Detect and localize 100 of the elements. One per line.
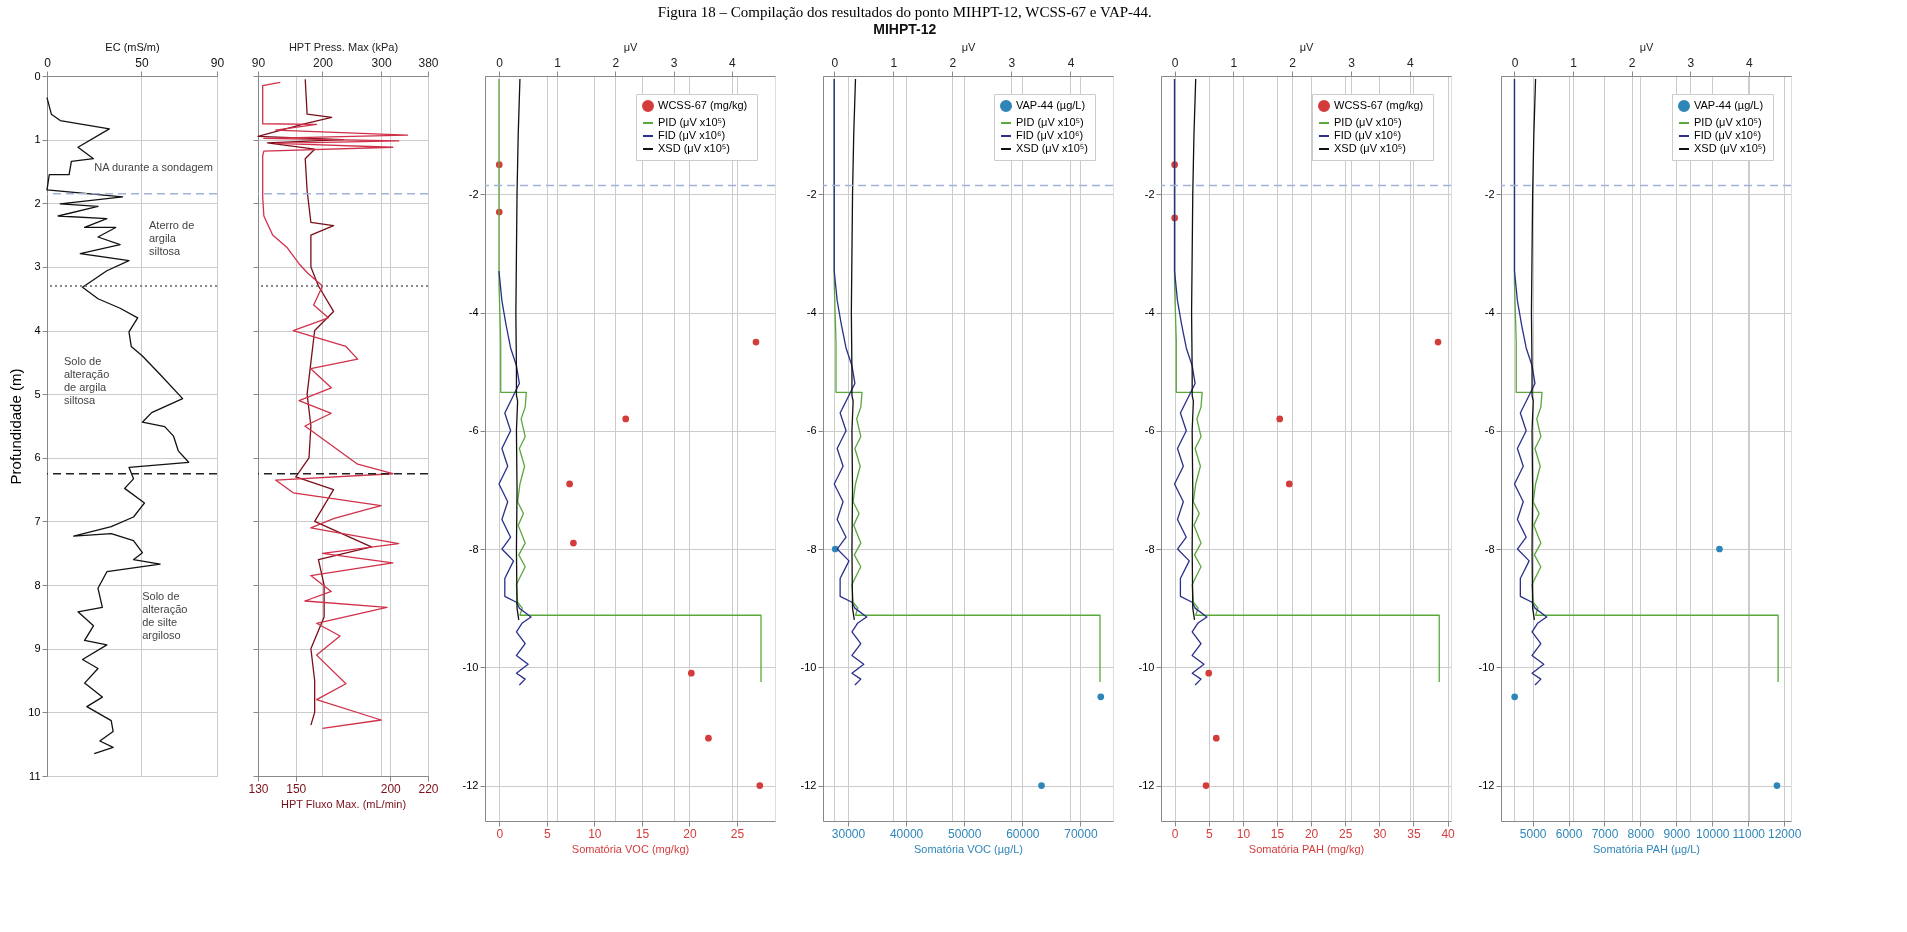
y-tick-label: -4 [1144,306,1155,319]
legend-label: PID (μV x10⁵) [1694,116,1762,128]
x-tick-label: 200 [380,781,402,796]
x-tick-label: 60000 [1006,826,1040,841]
x-tick-label: 220 [418,781,439,796]
x-axis-title: Somatória PAH (mg/kg) [1248,842,1365,855]
x-tick-label: 11000 [1732,826,1766,841]
y-tick-label: 2 [34,196,41,209]
legend-label: FID (μV x10⁶) [1016,129,1084,141]
y-tick-label: -4 [1484,306,1495,319]
x-tick-label: 10000 [1696,826,1730,841]
legend-label: FID (μV x10⁶) [1334,129,1402,141]
x2-tick-label: 2 [1628,55,1636,70]
y-tick-label: -6 [806,424,817,437]
x2-tick-label: 3 [670,55,678,70]
y-tick-label: -10 [1478,660,1495,673]
x-tick-label: 8000 [1627,826,1655,841]
y-tick-label: 8 [34,578,41,591]
x2-tick-label: 380 [418,55,439,70]
y-tick-label: 6 [34,451,41,464]
x2-tick-label: 1 [1230,55,1238,70]
y-tick-label: -2 [468,187,479,200]
x-axis-title: HPT Fluxo Max. (mL/min) [280,797,407,810]
legend-label: VAP-44 (µg/L) [1694,99,1764,111]
x2-axis-title: μV [623,40,638,53]
x-tick-label: 0 [1171,826,1179,841]
y-tick-label: -10 [800,660,817,673]
y-tick-label: -12 [1478,779,1495,792]
x-tick-label: 150 [286,781,307,796]
legend-label: PID (μV x10⁵) [1334,116,1402,128]
y-tick-label: -12 [462,779,479,792]
x-tick-label: 7000 [1591,826,1619,841]
y-tick-label: 11 [29,769,41,782]
x-tick-label: 70000 [1064,826,1098,841]
y-tick-label: -8 [1144,542,1155,555]
x-tick-label: 40 [1441,826,1456,841]
y-tick-label: -4 [806,306,817,319]
x2-axis-title: μV [961,40,976,53]
x-tick-label: 15 [635,826,650,841]
x2-axis-title: μV [1639,40,1654,53]
y-tick-label: -12 [800,779,817,792]
x2-tick-label: 1 [1570,55,1578,70]
x-tick-label: 5 [543,826,551,841]
x2-tick-label: 2 [1289,55,1297,70]
y-tick-label: -8 [1484,542,1495,555]
x-tick-label: 5000 [1519,826,1547,841]
x2-tick-label: 1 [554,55,562,70]
x-tick-label: 0 [44,55,52,70]
x2-tick-label: 4 [729,55,737,70]
x-axis-title: Somatória PAH (µg/L) [1592,842,1701,855]
x2-axis-title: HPT Press. Max (kPa) [288,40,399,53]
y-tick-label: -2 [1484,187,1495,200]
legend-label: XSD (μV x10⁵) [1016,142,1089,154]
x-tick-label: 50000 [948,826,982,841]
x-tick-label: 10 [1236,826,1251,841]
y-tick-label: -10 [1138,660,1155,673]
legend-label: XSD (μV x10⁵) [1694,142,1767,154]
x-axis-title: EC (mS/m) [105,40,160,53]
y-tick-label: 1 [34,133,41,146]
x2-tick-label: 2 [949,55,957,70]
y-tick-label: -2 [1144,187,1155,200]
y-tick-label: -6 [1144,424,1155,437]
x-tick-label: 30000 [831,826,866,841]
y-axis-title: Profundidade (m) [7,368,25,485]
x-tick-label: 12000 [1767,826,1802,841]
legend-label: PID (μV x10⁵) [658,116,726,128]
legend-label: WCSS-67 (mg/kg) [1334,99,1424,111]
x-tick-label: 30 [1373,826,1387,841]
y-tick-label: -6 [1484,424,1495,437]
text: MIHPT-12 [873,20,937,37]
x2-tick-label: 300 [371,55,392,70]
legend-label: FID (μV x10⁶) [658,129,726,141]
legend-label: WCSS-67 (mg/kg) [658,99,748,111]
annotation: Aterro de argila siltosa [149,218,195,257]
y-tick-label: -2 [806,187,817,200]
x2-axis-title: μV [1299,40,1314,53]
x2-tick-label: 2 [612,55,620,70]
legend-label: PID (μV x10⁵) [1016,116,1084,128]
x-axis-title: Somatória VOC (µg/L) [913,842,1024,855]
x2-tick-label: 3 [1687,55,1695,70]
x-tick-label: 50 [135,55,149,70]
y-tick-label: -8 [806,542,817,555]
x-tick-label: 20 [683,826,697,841]
legend-label: XSD (μV x10⁵) [658,142,731,154]
y-tick-label: -6 [468,424,479,437]
y-tick-label: -12 [1138,779,1155,792]
y-tick-label: -8 [468,542,479,555]
x-tick-label: 15 [1270,826,1285,841]
x-tick-label: 40000 [889,826,924,841]
x-tick-label: 25 [730,826,745,841]
annotation: Solo de alteração de silte argiloso [142,589,188,641]
legend-label: VAP-44 (µg/L) [1016,99,1086,111]
x2-tick-label: 4 [1406,55,1414,70]
x-tick-label: 6000 [1555,826,1583,841]
x-tick-label: 5 [1205,826,1213,841]
x-tick-label: 90 [210,55,225,70]
y-tick-label: 3 [34,260,41,273]
x-tick-label: 35 [1407,826,1421,841]
x2-tick-label: 4 [1745,55,1753,70]
y-tick-label: 10 [28,705,41,718]
